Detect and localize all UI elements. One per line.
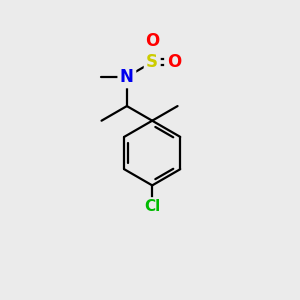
Text: S: S [146,53,158,71]
Text: O: O [167,53,181,71]
Text: Cl: Cl [144,200,160,214]
Text: N: N [120,68,134,86]
Text: O: O [145,32,159,50]
